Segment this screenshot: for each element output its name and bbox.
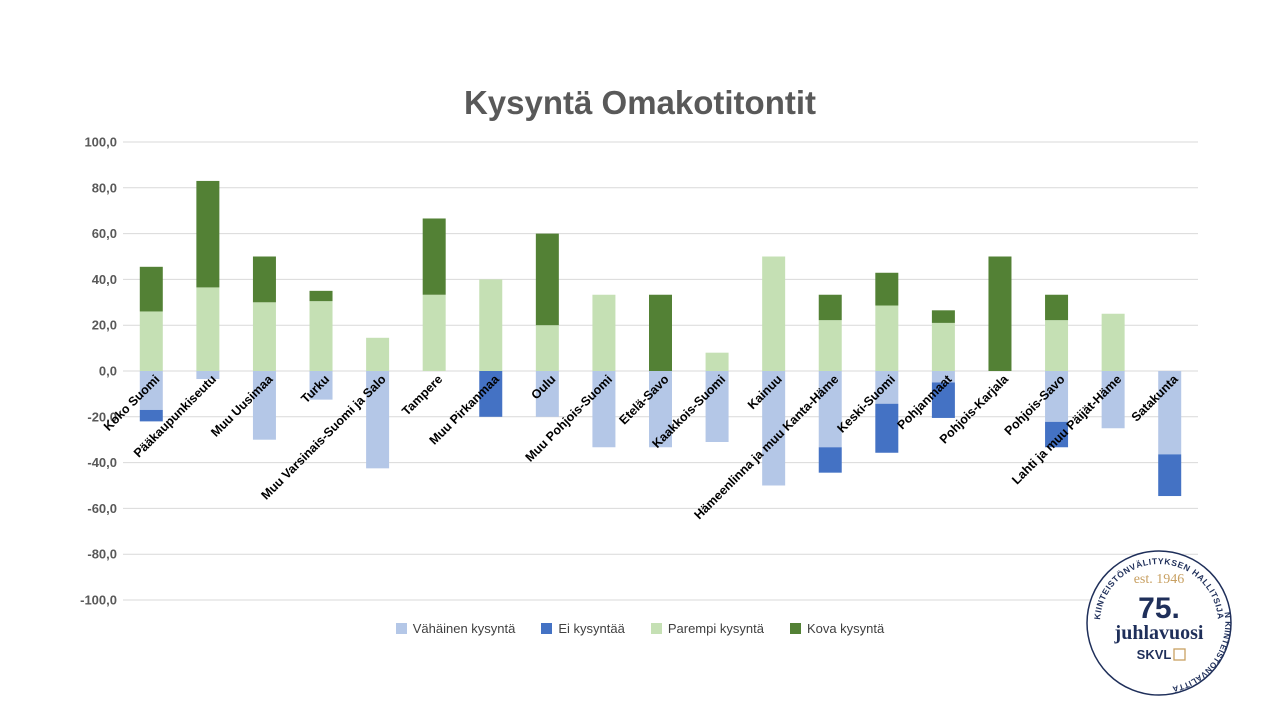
bar-segment: [366, 371, 390, 469]
y-tick-label: -20,0: [87, 409, 117, 424]
logo-ring: [1086, 550, 1232, 696]
bar-segment: [592, 294, 616, 371]
bar-segment: [252, 371, 276, 440]
bar-segment: [649, 294, 672, 371]
bar-segment: [422, 218, 446, 295]
bar-segment: [252, 256, 276, 303]
legend-swatch: [789, 623, 801, 634]
bar-segment: [366, 337, 390, 371]
legend-swatch: [650, 623, 662, 634]
bar-segment: [818, 294, 842, 321]
bar-segment: [931, 322, 955, 371]
bar-segment: [139, 409, 163, 422]
bar-segment: [875, 272, 899, 306]
bar-segment: [931, 371, 955, 383]
bar-segment: [196, 371, 220, 380]
logo-brand: SKVL: [1137, 647, 1172, 662]
legend-item: Ei kysyntää: [541, 621, 625, 636]
bar-segment: [649, 371, 672, 448]
y-tick-label: 80,0: [92, 180, 117, 195]
bar-segment: [196, 180, 220, 288]
bar-segment: [139, 371, 163, 410]
bar-segment: [875, 305, 899, 371]
legend-item: Kova kysyntä: [789, 621, 885, 636]
legend-swatch: [395, 623, 407, 634]
bar-segment: [875, 403, 899, 453]
bar-segment: [705, 371, 729, 442]
bar-segment: [139, 266, 163, 312]
bar-segment: [422, 294, 446, 371]
y-tick-label: 0,0: [99, 364, 117, 379]
bar-segment: [762, 256, 786, 371]
y-tick-label: 40,0: [92, 272, 117, 287]
x-tick-label: Tampere: [399, 372, 445, 418]
bar-segment: [1101, 313, 1125, 371]
legend-label: Ei kysyntää: [558, 621, 625, 636]
bar-segment: [875, 371, 899, 404]
legend-label: Vähäinen kysyntä: [412, 621, 516, 636]
y-tick-label: -40,0: [87, 455, 117, 470]
bar-segment: [139, 311, 163, 371]
gridlines: [123, 141, 1198, 601]
bar-segment: [309, 301, 333, 371]
logo-word: juhlavuosi: [1114, 622, 1204, 644]
bar-segment: [762, 371, 786, 486]
y-tick-label: -100,0: [80, 593, 117, 608]
house-icon: [1173, 648, 1186, 661]
bar-segment: [309, 371, 333, 400]
y-tick-label: 60,0: [92, 226, 117, 241]
bar-segment: [931, 310, 955, 323]
y-tick-label: 20,0: [92, 318, 117, 333]
logo-number: 75.: [1138, 592, 1180, 625]
legend-item: Parempi kysyntä: [650, 621, 764, 636]
y-tick-label: -80,0: [87, 547, 117, 562]
bar-segment: [252, 302, 276, 371]
legend-item: Vähäinen kysyntä: [395, 621, 516, 636]
bar-segment: [479, 371, 503, 417]
anniversary-logo: KIINTEISTÖNVÄLITYKSEN HALLITSIJA SUOMEN …: [1084, 548, 1232, 696]
bar-segment: [818, 371, 842, 448]
legend-label: Kova kysyntä: [806, 621, 885, 636]
bar-segment: [1045, 371, 1069, 422]
bar-segment: [479, 279, 503, 371]
legend-swatch: [541, 623, 553, 634]
bar-segment: [1045, 294, 1069, 321]
bar-segment: [1158, 371, 1182, 455]
bar-segment: [196, 287, 220, 371]
bar-segment: [705, 352, 729, 371]
bar-segment: [931, 382, 955, 418]
legend: Vähäinen kysyntä Ei kysyntää Parempi kysyn…: [0, 621, 1280, 636]
y-tick-label: 100,0: [84, 135, 117, 150]
logo-est: est. 1946: [1134, 572, 1185, 587]
bar-segment: [309, 290, 333, 302]
bar-segment: [988, 256, 1012, 371]
y-axis: 100,0 80,0 60,0 40,0 20,0 0,0 -20,0 -40,0 -60,0 -…: [80, 135, 117, 608]
bar-segment: [1158, 454, 1182, 497]
bar-segment: [1045, 421, 1069, 448]
bar-segment: [535, 325, 559, 371]
chart-title: Kysyntä Omakotitontit: [463, 84, 817, 121]
legend-label: Parempi kysyntä: [667, 621, 764, 636]
y-tick-label: -60,0: [87, 501, 117, 516]
bar-segment: [535, 371, 559, 417]
bar-segment: [1101, 371, 1125, 429]
bar-segment: [1045, 320, 1069, 371]
bar-segment: [535, 233, 559, 326]
bar-segment: [818, 320, 842, 371]
bar-segment: [592, 371, 616, 448]
bar-segment: [818, 447, 842, 473]
bars: [139, 180, 1182, 497]
